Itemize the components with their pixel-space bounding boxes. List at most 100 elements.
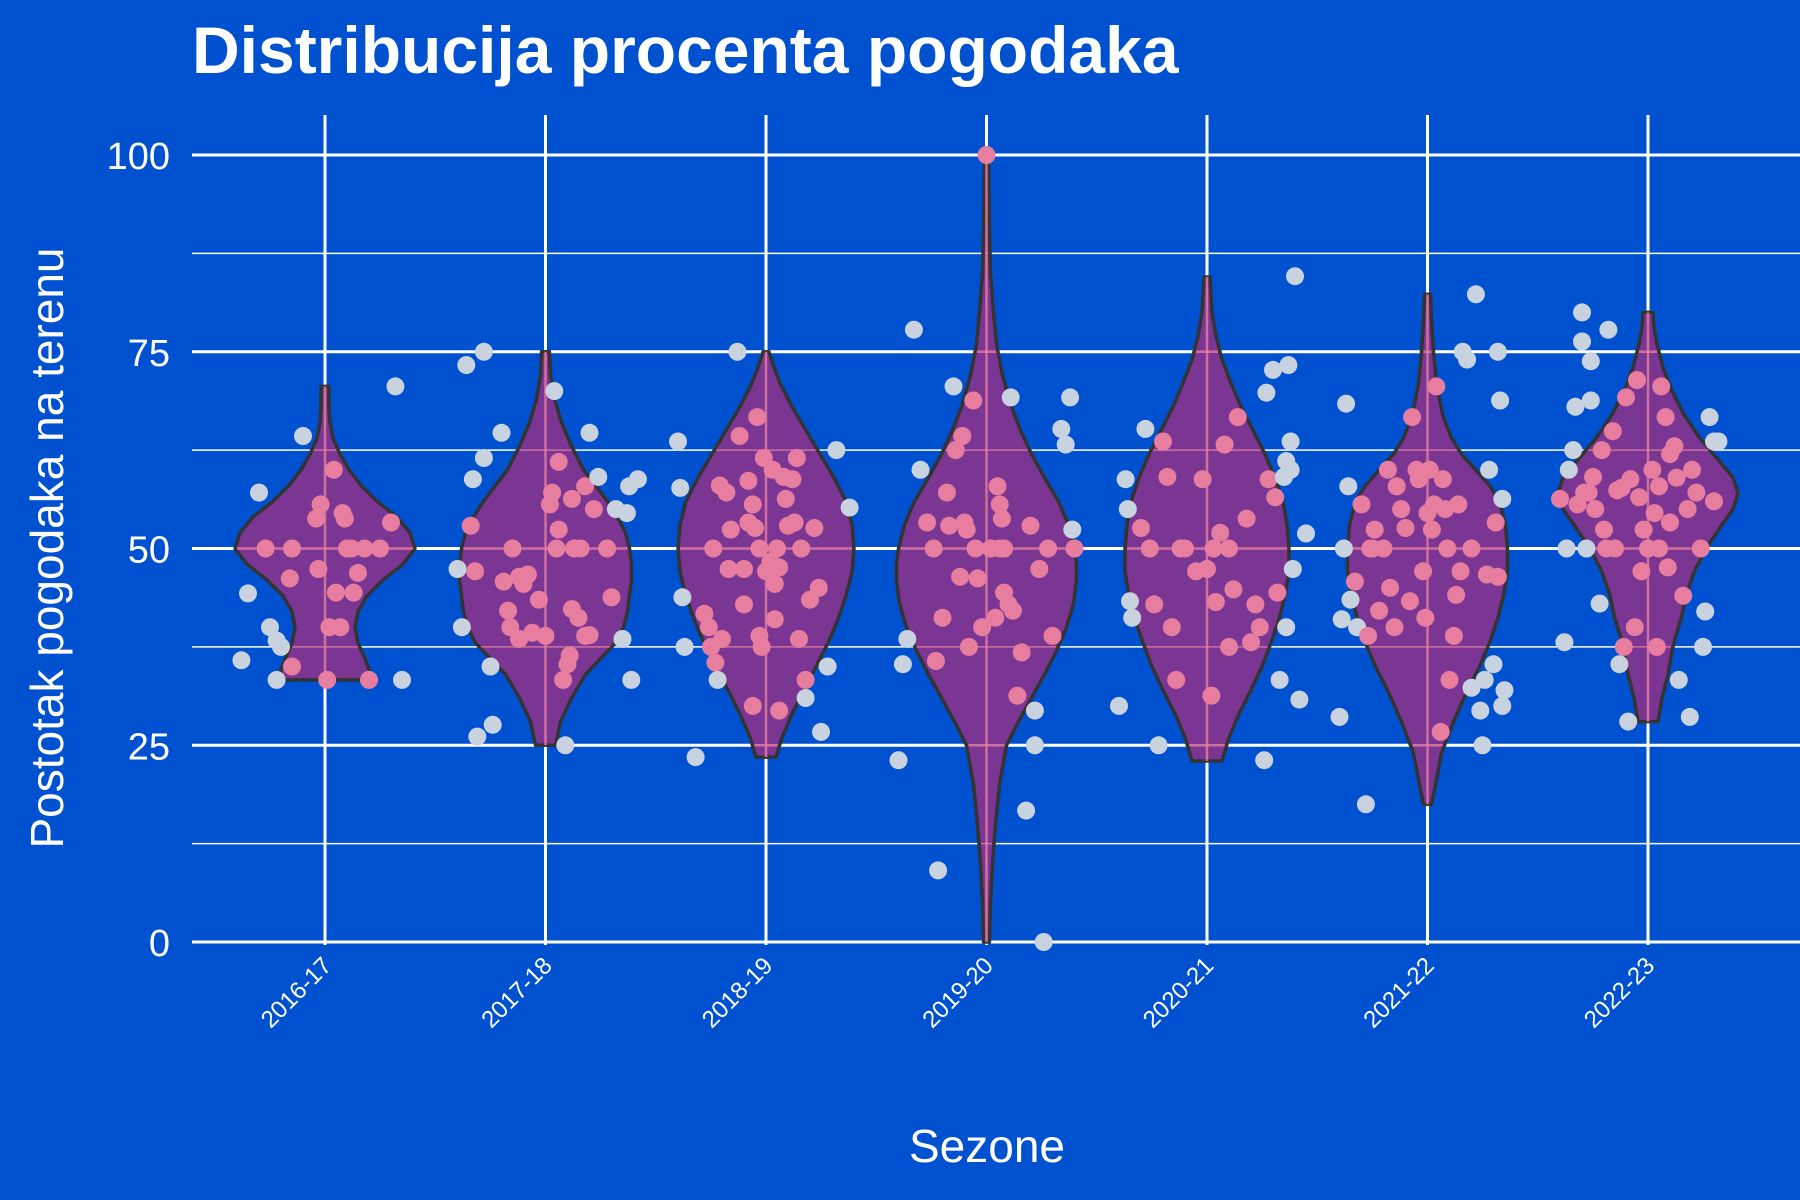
data-point <box>1017 801 1036 820</box>
data-point <box>1374 539 1393 558</box>
data-point <box>783 470 802 489</box>
data-point <box>327 583 345 602</box>
data-point <box>1211 523 1230 542</box>
data-point <box>545 382 564 401</box>
data-point <box>1584 467 1602 486</box>
data-point <box>331 618 350 637</box>
data-point <box>1495 681 1514 700</box>
data-point <box>1462 678 1481 697</box>
data-point <box>1610 655 1629 674</box>
data-point <box>518 565 537 584</box>
data-point <box>311 495 330 514</box>
data-point <box>307 509 326 528</box>
data-point <box>1065 539 1084 558</box>
data-point <box>1614 637 1633 656</box>
data-point <box>1590 594 1609 613</box>
data-point <box>929 861 948 880</box>
data-point <box>699 618 718 637</box>
data-point <box>1283 560 1302 578</box>
data-point <box>746 519 764 537</box>
data-point <box>1491 391 1510 410</box>
data-point <box>1215 435 1234 454</box>
data-point <box>283 657 301 676</box>
data-point <box>1003 601 1022 620</box>
data-point <box>990 539 1009 558</box>
data-point <box>1061 388 1080 407</box>
data-point <box>1385 618 1404 637</box>
data-point <box>752 637 771 656</box>
data-point <box>1643 460 1662 479</box>
data-point <box>355 539 374 558</box>
data-point <box>1264 360 1282 379</box>
data-point <box>728 342 747 361</box>
data-point <box>986 608 1005 627</box>
data-point <box>598 539 617 558</box>
data-point <box>1683 460 1701 479</box>
data-point <box>735 595 753 614</box>
data-point <box>918 513 937 532</box>
data-point <box>1669 670 1688 689</box>
data-point <box>1650 477 1668 496</box>
data-point <box>805 519 824 537</box>
data-point <box>1557 539 1576 558</box>
data-point <box>966 539 985 558</box>
data-point <box>1705 492 1723 511</box>
data-point <box>1674 586 1693 605</box>
data-point <box>785 513 804 532</box>
data-point <box>898 630 917 648</box>
data-point <box>1433 470 1452 489</box>
data-point <box>959 637 978 656</box>
data-point <box>765 610 784 629</box>
data-point <box>1039 539 1058 558</box>
data-point <box>547 539 566 558</box>
data-point <box>1665 437 1684 456</box>
data-point <box>1581 352 1600 371</box>
data-point <box>792 539 811 558</box>
data-point <box>968 569 987 588</box>
data-point <box>457 356 476 375</box>
data-point <box>1449 495 1468 514</box>
data-point <box>1220 539 1238 558</box>
data-point <box>770 701 789 720</box>
data-point <box>1171 539 1190 558</box>
data-point <box>1473 736 1492 755</box>
data-point <box>840 498 859 517</box>
data-point <box>675 637 694 656</box>
data-point <box>1493 489 1512 508</box>
data-point <box>1286 267 1304 286</box>
data-point <box>911 460 930 479</box>
data-point <box>953 427 972 445</box>
data-point <box>933 608 952 627</box>
data-point <box>1451 562 1470 581</box>
data-point <box>1656 408 1675 427</box>
data-point <box>1268 583 1287 602</box>
data-point <box>1110 696 1128 715</box>
data-point <box>1063 520 1082 539</box>
data-point <box>768 539 786 558</box>
data-point <box>1361 539 1380 558</box>
data-point <box>342 539 361 558</box>
y-tick-label: 0 <box>149 923 170 965</box>
data-point <box>1599 320 1618 339</box>
data-point <box>1056 435 1075 454</box>
data-point <box>937 483 956 502</box>
data-point <box>721 520 740 539</box>
data-point <box>1043 626 1062 645</box>
data-point <box>580 423 599 442</box>
data-point <box>1257 383 1276 402</box>
data-point <box>1628 371 1646 390</box>
data-point <box>1012 643 1031 662</box>
data-point <box>1198 560 1216 578</box>
data-point <box>571 539 590 558</box>
data-point <box>1136 419 1155 438</box>
data-point <box>669 432 687 451</box>
data-point <box>481 657 500 676</box>
data-point <box>1123 608 1142 627</box>
data-point <box>1573 332 1591 351</box>
points <box>232 146 1728 951</box>
data-point <box>686 748 705 767</box>
data-point <box>1162 618 1181 637</box>
data-point <box>1488 342 1507 361</box>
data-point <box>1281 432 1300 451</box>
